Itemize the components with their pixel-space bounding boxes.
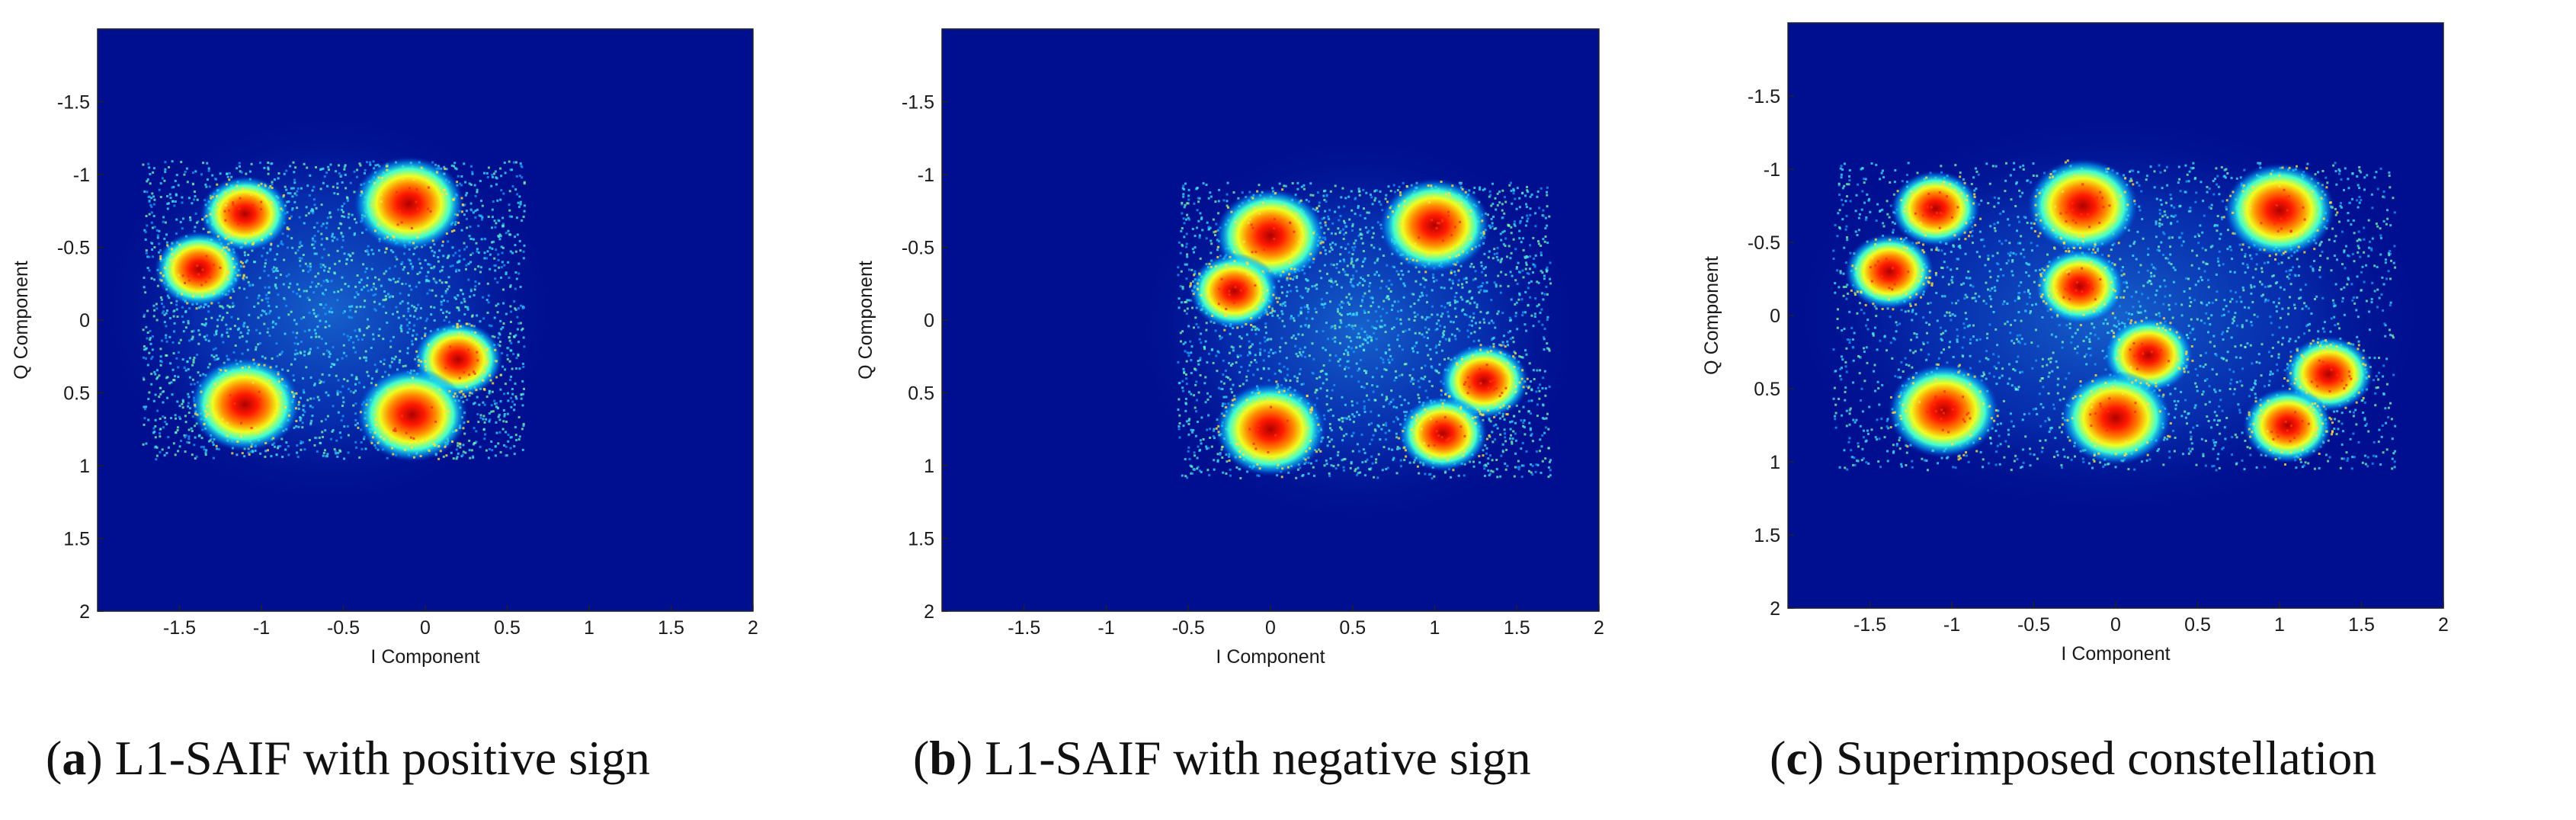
constellation-point xyxy=(2027,159,2139,253)
y-tick-label: -1 xyxy=(918,165,934,186)
panel-1: -1.5 -1 -0.5 0 0.5 1 1.5 2 -1.5 -1 -0.5 0 0.5 1 1.5 2 I … xyxy=(855,28,1604,668)
y-tick-label: 0 xyxy=(924,310,934,332)
y-axis-title: Q Component xyxy=(855,261,876,380)
constellation-point xyxy=(2034,248,2125,325)
x-tick-label: 0 xyxy=(1265,617,1276,639)
x-tick-label: 1 xyxy=(584,617,594,639)
y-tick-label: 1.5 xyxy=(908,529,934,550)
x-tick-label: 1 xyxy=(1430,617,1440,639)
noise-halo xyxy=(107,120,549,499)
x-tick-label: -1 xyxy=(253,617,270,639)
constellation-point xyxy=(1844,233,1935,310)
y-tick-label: 0 xyxy=(79,310,90,332)
x-tick-label: 1.5 xyxy=(2348,614,2375,636)
x-tick-label: 2 xyxy=(748,617,758,639)
x-tick-label: 0.5 xyxy=(1339,617,1366,639)
y-tick-label: -1 xyxy=(1764,159,1780,181)
y-tick-label: -0.5 xyxy=(1748,232,1780,254)
y-tick-label: 1 xyxy=(924,456,934,477)
caption-a: (a) L1-SAIF with positive sign xyxy=(46,731,650,785)
panel-0: -1.5 -1 -0.5 0 0.5 1 1.5 2 -1.5 -1 -0.5 0 0.5 1 1.5 2 I … xyxy=(11,28,758,668)
y-tick-label: 0 xyxy=(1770,306,1780,327)
y-tick-label: -1.5 xyxy=(1748,86,1780,107)
y-axis-title: Q Component xyxy=(11,261,32,380)
y-tick-label: 0.5 xyxy=(1754,379,1780,400)
constellation-point xyxy=(353,156,465,251)
constellation-point xyxy=(1189,252,1280,329)
constellation-point xyxy=(1888,363,2000,458)
x-tick-label: 0.5 xyxy=(2184,614,2211,636)
constellation-point xyxy=(154,231,245,308)
y-tick-label: -1.5 xyxy=(57,92,90,114)
y-tick-label: 2 xyxy=(924,601,934,623)
x-axis-title: I Component xyxy=(2061,643,2170,665)
x-tick-label: -1.5 xyxy=(1854,614,1886,636)
y-tick-label: 1 xyxy=(1770,452,1780,473)
x-tick-label: -0.5 xyxy=(327,617,360,639)
constellation-point xyxy=(1890,170,1981,247)
x-tick-label: -0.5 xyxy=(1172,617,1205,639)
y-tick-label: 1.5 xyxy=(1754,525,1780,546)
x-tick-label: 1.5 xyxy=(658,617,684,639)
x-axis-title: I Component xyxy=(1216,646,1325,668)
y-tick-label: 0.5 xyxy=(63,383,90,405)
constellation-point xyxy=(1214,382,1327,477)
x-tick-label: 1.5 xyxy=(1504,617,1530,639)
y-tick-label: 1 xyxy=(79,456,90,477)
y-tick-label: -0.5 xyxy=(902,238,934,259)
x-tick-label: 0 xyxy=(420,617,431,639)
x-tick-label: -1.5 xyxy=(163,617,196,639)
y-tick-label: 1.5 xyxy=(63,529,90,550)
constellation-point xyxy=(2242,387,2333,463)
constellation-point xyxy=(200,175,290,252)
x-tick-label: -0.5 xyxy=(2017,614,2050,636)
panel-2: -1.5 -1 -0.5 0 0.5 1 1.5 2 -1.5 -1 -0.5 0 0.5 1 1.5 2 I … xyxy=(1701,22,2449,665)
x-tick-label: 0.5 xyxy=(494,617,521,639)
y-tick-label: -1 xyxy=(73,165,90,186)
caption-b: (b) L1-SAIF with negative sign xyxy=(913,731,1531,785)
x-tick-label: -1 xyxy=(1943,614,1960,636)
x-tick-label: 2 xyxy=(2438,614,2449,636)
constellation-point xyxy=(1379,178,1491,273)
y-tick-label: 2 xyxy=(79,601,90,623)
constellation-point xyxy=(189,357,301,452)
x-tick-label: 1 xyxy=(2274,614,2285,636)
x-tick-label: 2 xyxy=(1594,617,1604,639)
y-tick-label: 2 xyxy=(1770,598,1780,620)
constellation-point xyxy=(2059,370,2172,466)
figure-svg: -1.5 -1 -0.5 0 0.5 1 1.5 2 -1.5 -1 -0.5 0 0.5 1 1.5 2 I … xyxy=(11,22,2449,668)
x-tick-label: 0 xyxy=(2110,614,2121,636)
y-axis-title: Q Component xyxy=(1701,256,1722,375)
x-axis-title: I Component xyxy=(370,646,479,668)
caption-c: (c) Superimposed constellation xyxy=(1770,731,2377,785)
x-tick-label: -1 xyxy=(1097,617,1114,639)
y-tick-label: -1.5 xyxy=(902,92,934,114)
y-tick-label: -0.5 xyxy=(57,238,90,259)
x-tick-label: -1.5 xyxy=(1008,617,1040,639)
y-tick-label: 0.5 xyxy=(908,383,934,405)
constellation-point xyxy=(2223,162,2336,258)
